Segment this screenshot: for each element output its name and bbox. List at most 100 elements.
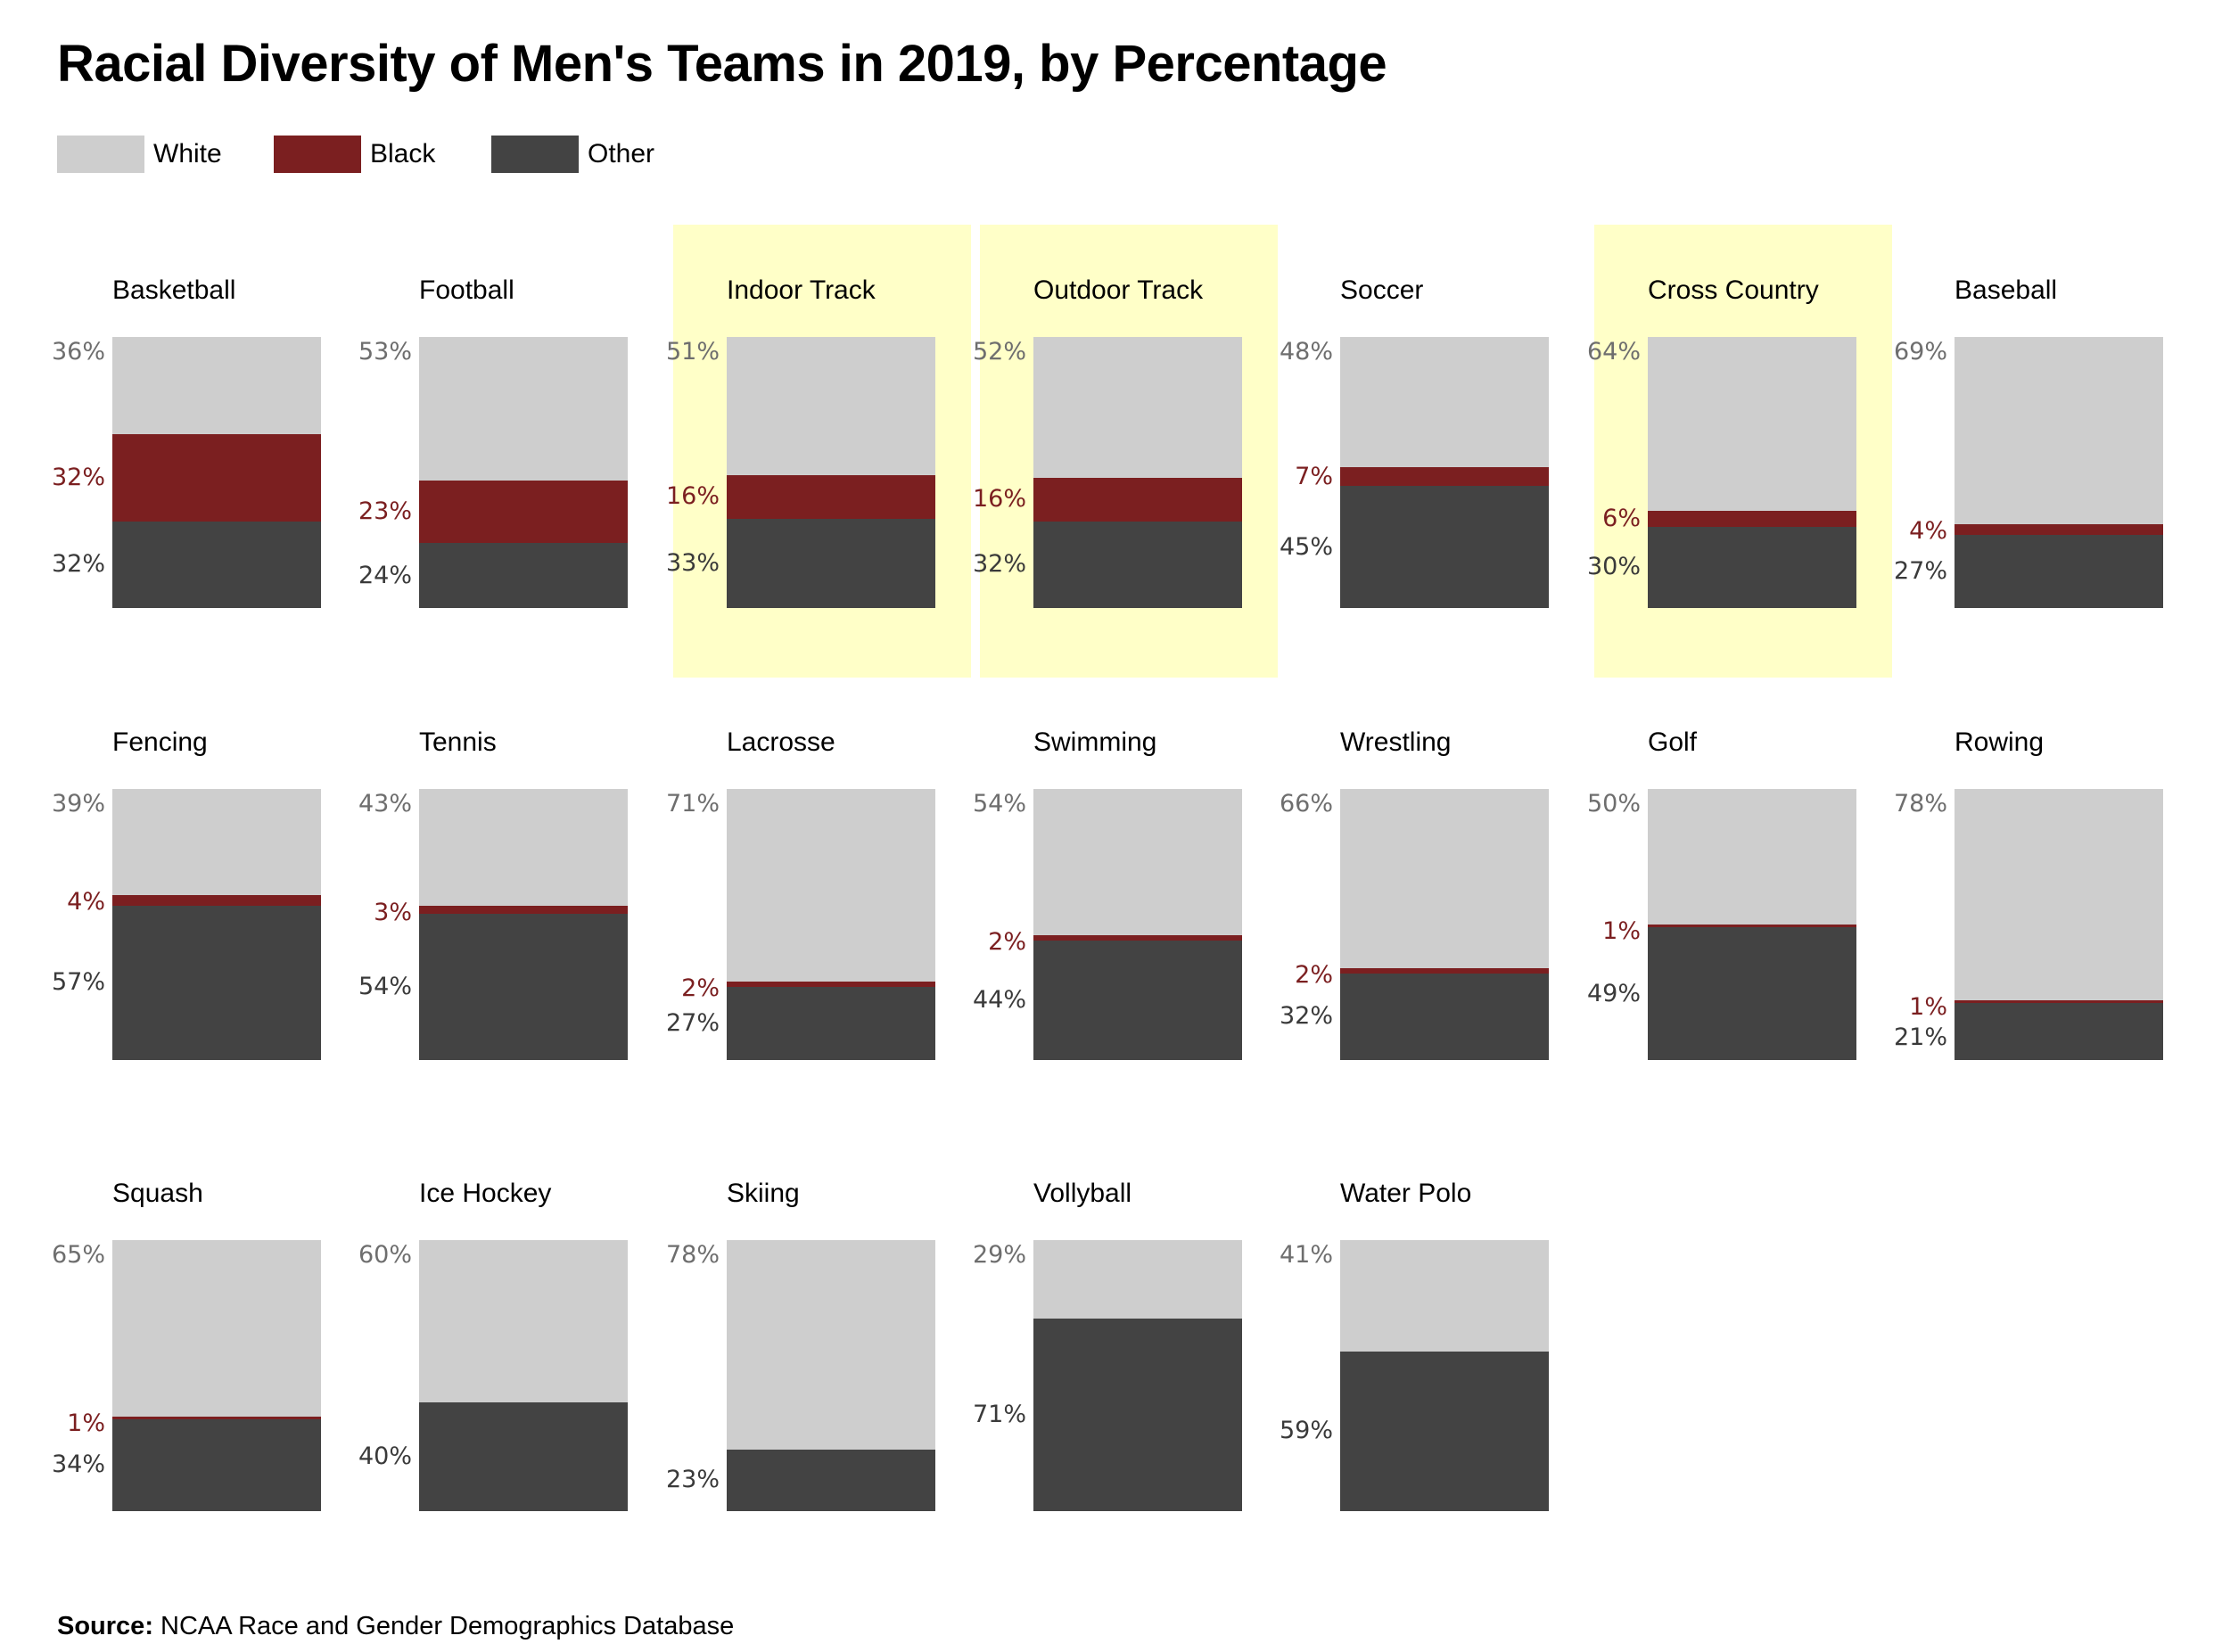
label-other-fencing: 57% <box>51 968 105 996</box>
label-white-football: 53% <box>358 338 412 366</box>
bar-other-rowing <box>1955 1003 2163 1060</box>
label-white-vollyball: 29% <box>972 1241 1026 1269</box>
label-black-tennis: 3% <box>374 899 412 926</box>
bar-white-baseball <box>1955 337 2163 524</box>
label-white-tennis: 43% <box>358 790 412 818</box>
bar-black-indoor-track <box>727 475 935 519</box>
bar-other-ice-hockey <box>419 1402 628 1511</box>
legend-label-other: Other <box>588 139 655 168</box>
label-white-soccer: 48% <box>1279 338 1333 366</box>
label-other-basketball: 32% <box>51 550 105 578</box>
bar-white-water-polo <box>1340 1240 1549 1352</box>
bar-other-squash <box>112 1418 321 1511</box>
label-white-cross-country: 64% <box>1586 338 1641 366</box>
label-black-basketball: 32% <box>51 464 105 491</box>
label-other-football: 24% <box>358 562 412 589</box>
panel-title-tennis: Tennis <box>419 727 497 757</box>
panel-title-squash: Squash <box>112 1179 203 1208</box>
bar-white-indoor-track <box>727 337 935 476</box>
label-black-baseball: 4% <box>1909 517 1947 545</box>
bar-black-swimming <box>1033 935 1242 941</box>
panel-title-baseball: Baseball <box>1955 275 2058 305</box>
panel-title-skiing: Skiing <box>727 1179 800 1208</box>
bar-white-squash <box>112 1240 321 1417</box>
label-other-water-polo: 59% <box>1279 1417 1333 1444</box>
bar-other-football <box>419 543 628 608</box>
bar-white-football <box>419 337 628 481</box>
label-other-skiing: 23% <box>665 1466 720 1493</box>
label-other-wrestling: 32% <box>1279 1002 1333 1030</box>
label-white-outdoor-track: 52% <box>972 338 1026 366</box>
bar-white-vollyball <box>1033 1240 1242 1319</box>
label-white-squash: 65% <box>51 1241 105 1269</box>
label-other-ice-hockey: 40% <box>358 1442 412 1470</box>
label-other-rowing: 21% <box>1893 1023 1947 1051</box>
bar-black-cross-country <box>1648 510 1856 527</box>
label-other-squash: 34% <box>51 1451 105 1478</box>
label-black-swimming: 2% <box>988 928 1026 956</box>
bar-other-baseball <box>1955 534 2163 608</box>
label-other-outdoor-track: 32% <box>972 550 1026 578</box>
label-white-wrestling: 66% <box>1279 790 1333 818</box>
panel-title-water-polo: Water Polo <box>1340 1179 1472 1208</box>
label-other-indoor-track: 33% <box>665 549 720 577</box>
panel-title-wrestling: Wrestling <box>1340 727 1452 757</box>
bar-white-basketball <box>112 337 321 435</box>
label-other-vollyball: 71% <box>972 1401 1026 1428</box>
bar-other-cross-country <box>1648 526 1856 608</box>
bar-white-tennis <box>419 789 628 906</box>
label-white-water-polo: 41% <box>1279 1241 1333 1269</box>
source-text: NCAA Race and Gender Demographics Databa… <box>160 1612 735 1640</box>
bar-black-soccer <box>1340 466 1549 487</box>
panel-title-vollyball: Vollyball <box>1033 1179 1132 1208</box>
bar-black-golf <box>1648 925 1856 928</box>
bar-black-basketball <box>112 434 321 522</box>
bar-other-lacrosse <box>727 986 935 1060</box>
bar-other-indoor-track <box>727 518 935 608</box>
bar-other-basketball <box>112 521 321 608</box>
label-black-soccer: 7% <box>1295 463 1333 490</box>
bar-other-golf <box>1648 927 1856 1060</box>
label-white-basketball: 36% <box>51 338 105 366</box>
bar-white-ice-hockey <box>419 1240 628 1403</box>
label-white-skiing: 78% <box>665 1241 720 1269</box>
label-white-swimming: 54% <box>972 790 1026 818</box>
label-white-indoor-track: 51% <box>665 338 720 366</box>
label-white-ice-hockey: 60% <box>358 1241 412 1269</box>
bar-black-rowing <box>1955 1000 2163 1004</box>
bar-other-wrestling <box>1340 973 1549 1060</box>
panel-title-ice-hockey: Ice Hockey <box>419 1179 552 1208</box>
source-label: Source: <box>57 1612 153 1640</box>
bar-other-outdoor-track <box>1033 521 1242 608</box>
bar-black-lacrosse <box>727 981 935 987</box>
bar-white-rowing <box>1955 789 2163 1001</box>
bar-white-skiing <box>727 1240 935 1450</box>
label-black-cross-country: 6% <box>1602 505 1641 532</box>
bar-white-soccer <box>1340 337 1549 467</box>
bar-white-wrestling <box>1340 789 1549 968</box>
bar-other-fencing <box>112 905 321 1060</box>
label-white-baseball: 69% <box>1893 338 1947 366</box>
label-other-swimming: 44% <box>972 986 1026 1014</box>
label-white-fencing: 39% <box>51 790 105 818</box>
bar-white-fencing <box>112 789 321 895</box>
label-black-golf: 1% <box>1602 917 1641 945</box>
bar-other-water-polo <box>1340 1351 1549 1511</box>
bar-black-baseball <box>1955 523 2163 535</box>
label-black-squash: 1% <box>67 1410 105 1437</box>
panel-title-lacrosse: Lacrosse <box>727 727 835 757</box>
panel-title-fencing: Fencing <box>112 727 208 757</box>
legend-swatch-other <box>491 136 579 173</box>
legend-label-black: Black <box>370 139 436 168</box>
panel-title-outdoor-track: Outdoor Track <box>1033 275 1204 305</box>
label-black-football: 23% <box>358 497 412 525</box>
panel-title-rowing: Rowing <box>1955 727 2045 757</box>
label-other-lacrosse: 27% <box>665 1009 720 1037</box>
legend-swatch-black <box>274 136 361 173</box>
bar-black-tennis <box>419 905 628 914</box>
bar-other-skiing <box>727 1449 935 1511</box>
panel-title-cross-country: Cross Country <box>1648 275 1819 305</box>
bar-other-vollyball <box>1033 1319 1242 1511</box>
label-black-rowing: 1% <box>1909 993 1947 1021</box>
